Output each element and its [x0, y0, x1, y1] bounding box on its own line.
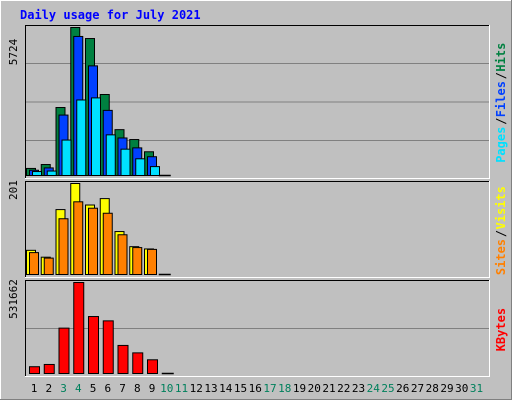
bar-kbytes-day-9	[148, 360, 158, 374]
bar-kbytes-day-6	[103, 321, 113, 374]
bar-kbytes-day-3	[59, 328, 69, 373]
bar-pages-day-9	[151, 167, 160, 176]
bar-sites-day-1	[30, 253, 39, 275]
day-label-12: 12	[190, 382, 203, 395]
day-label-21: 21	[322, 382, 335, 395]
visits-sites-legend: Sites /Visits	[494, 186, 508, 275]
day-label-11: 11	[175, 382, 188, 395]
bar-pages-day-6	[106, 135, 115, 176]
day-label-2: 2	[45, 382, 52, 395]
bar-sites-day-4	[74, 202, 83, 275]
hits-files-pages-legend: Pages/Files/Hits	[494, 43, 508, 163]
bar-sites-day-9	[148, 249, 157, 274]
bar-pages-day-7	[121, 149, 130, 175]
visits-ymax-label: 201	[7, 180, 20, 200]
day-label-29: 29	[440, 382, 453, 395]
legend-pages: Pages	[494, 127, 508, 163]
day-label-23: 23	[352, 382, 365, 395]
day-label-24: 24	[367, 382, 381, 395]
kbytes-legend: KBytes	[494, 308, 508, 351]
legend-visits: Visits	[494, 186, 508, 229]
day-label-1: 1	[31, 382, 38, 395]
bar-kbytes-day-7	[118, 345, 128, 373]
legend-sites: Sites	[494, 239, 508, 275]
day-label-30: 30	[455, 382, 468, 395]
bar-kbytes-day-1	[30, 367, 40, 374]
day-label-9: 9	[149, 382, 156, 395]
bar-pages-day-1	[33, 172, 42, 176]
kbytes-ymax-label: 531662	[7, 279, 20, 319]
bar-kbytes-day-2	[44, 364, 54, 373]
day-label-19: 19	[293, 382, 306, 395]
bar-pages-day-2	[47, 171, 56, 175]
bar-sites-day-7	[118, 235, 127, 275]
chart-title: Daily usage for July 2021	[20, 8, 201, 22]
day-label-5: 5	[90, 382, 97, 395]
bar-kbytes-day-5	[89, 317, 99, 374]
hits-ymax-label: 5724	[7, 38, 20, 65]
bar-pages-day-4	[77, 100, 86, 176]
bar-pages-day-5	[92, 98, 101, 176]
legend-separator: /	[494, 230, 508, 237]
day-label-20: 20	[308, 382, 321, 395]
legend-kbytes: KBytes	[494, 308, 508, 351]
day-label-31: 31	[470, 382, 483, 395]
legend-files: Files	[494, 81, 508, 117]
kbytes-panel	[25, 280, 490, 377]
day-label-6: 6	[104, 382, 111, 395]
day-label-26: 26	[396, 382, 409, 395]
day-label-4: 4	[75, 382, 82, 395]
hits-files-pages-panel	[25, 25, 490, 179]
bar-sites-day-6	[103, 213, 112, 274]
day-label-28: 28	[426, 382, 439, 395]
day-label-3: 3	[60, 382, 67, 395]
day-label-10: 10	[160, 382, 173, 395]
bar-sites-day-8	[133, 248, 142, 275]
bar-sites-day-5	[89, 208, 98, 274]
day-label-15: 15	[234, 382, 247, 395]
day-label-25: 25	[381, 382, 394, 395]
bar-pages-day-3	[62, 140, 71, 175]
day-label-17: 17	[263, 382, 276, 395]
day-label-16: 16	[249, 382, 262, 395]
bar-pages-day-8	[136, 159, 145, 176]
legend-hits: Hits	[494, 43, 508, 72]
bar-kbytes-day-8	[133, 353, 143, 374]
visits-sites-panel	[25, 181, 490, 278]
bar-sites-day-2	[44, 258, 53, 274]
day-label-13: 13	[204, 382, 217, 395]
day-label-22: 22	[337, 382, 350, 395]
bar-kbytes-day-4	[74, 283, 84, 374]
day-label-14: 14	[219, 382, 233, 395]
legend-separator: /	[494, 118, 508, 125]
day-label-27: 27	[411, 382, 424, 395]
day-label-7: 7	[119, 382, 126, 395]
day-label-18: 18	[278, 382, 291, 395]
day-label-8: 8	[134, 382, 141, 395]
bar-sites-day-3	[59, 219, 68, 275]
legend-separator: /	[494, 72, 508, 79]
